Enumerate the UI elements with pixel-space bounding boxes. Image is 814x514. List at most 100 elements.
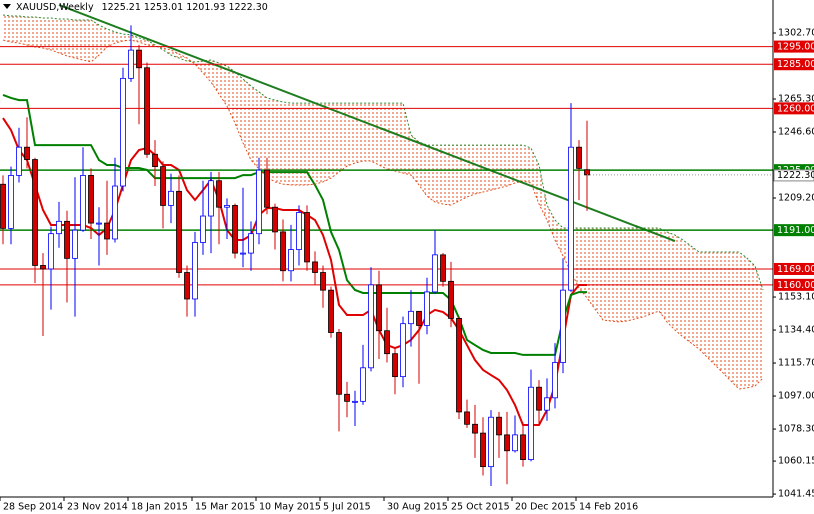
candle-body xyxy=(256,169,262,235)
level-label: 1260.00 xyxy=(777,103,814,114)
candle-body xyxy=(456,317,462,413)
candle-body xyxy=(472,423,478,434)
candle-body xyxy=(488,416,494,468)
candle-body xyxy=(216,180,222,208)
candle-body xyxy=(536,386,542,411)
candle-body xyxy=(352,400,358,403)
level-label-box xyxy=(774,40,814,53)
candle-body xyxy=(408,310,414,325)
candle-body xyxy=(40,265,46,270)
candle-body xyxy=(96,222,102,225)
last-price-box xyxy=(773,169,814,182)
candle-body xyxy=(184,272,190,300)
candle-body xyxy=(240,252,246,255)
level-label: 1169.00 xyxy=(777,264,814,275)
candle-body xyxy=(520,434,526,460)
indicator-line xyxy=(2,39,764,390)
candle-body xyxy=(304,212,310,263)
candle-body xyxy=(200,215,206,243)
candle-body xyxy=(80,175,86,231)
candle-body xyxy=(424,291,430,326)
x-tick-label: 30 Aug 2015 xyxy=(387,502,448,513)
candle-body xyxy=(368,284,374,369)
indicator-line xyxy=(2,117,587,426)
candle-body xyxy=(56,220,62,235)
candle-body xyxy=(176,190,182,273)
candle-body xyxy=(552,362,558,399)
candle-body xyxy=(192,242,198,300)
cloud xyxy=(3,15,763,389)
candle-body xyxy=(248,233,254,254)
x-tick-label: 25 Oct 2015 xyxy=(451,502,510,513)
candle-body xyxy=(432,254,438,293)
candle-body xyxy=(88,175,94,224)
level-label-box xyxy=(774,262,814,275)
x-tick-label: 28 Sep 2014 xyxy=(3,502,63,513)
level-label: 1191.00 xyxy=(777,225,814,236)
x-tick-label: 5 Jul 2015 xyxy=(323,502,371,513)
level-label-box xyxy=(774,102,814,115)
candle-body xyxy=(120,77,126,187)
candle-body xyxy=(144,67,150,155)
candle-body xyxy=(384,330,390,355)
y-tick-label: 1302.70 xyxy=(778,28,814,39)
candle-body xyxy=(160,166,166,206)
level-label-box xyxy=(774,278,814,291)
candle-body xyxy=(272,206,278,233)
level-label: 1160.00 xyxy=(777,280,814,291)
x-tick-label: 10 May 2015 xyxy=(259,502,321,513)
candle-body xyxy=(24,146,30,160)
candle-body xyxy=(496,416,502,436)
x-tick-label: 23 Nov 2014 xyxy=(67,502,128,513)
candle-body xyxy=(328,289,334,333)
y-tick-label: 1153.10 xyxy=(778,292,814,303)
candle-body xyxy=(336,332,342,395)
candle-body xyxy=(288,249,294,272)
candle-body xyxy=(504,434,510,452)
candle-body xyxy=(280,231,286,272)
y-tick-label: 1041.45 xyxy=(778,489,814,500)
menu-icon[interactable] xyxy=(3,4,11,9)
candle-body xyxy=(528,386,534,460)
x-tick-label: 20 Dec 2015 xyxy=(515,502,576,513)
y-tick-label: 1246.60 xyxy=(778,127,814,138)
candle-body xyxy=(136,49,142,69)
candle-body xyxy=(360,367,366,402)
candle-body xyxy=(296,212,302,250)
level-label-box xyxy=(774,58,814,71)
candle-body xyxy=(576,146,582,169)
level-label: 1295.00 xyxy=(777,42,814,53)
y-tick-label: 1265.30 xyxy=(778,94,814,105)
candle-body xyxy=(568,146,574,291)
candle-body xyxy=(104,222,110,240)
y-tick-label: 1078.30 xyxy=(778,424,814,435)
candle-body xyxy=(376,284,382,332)
candle-body xyxy=(512,434,518,452)
y-tick-label: 1115.70 xyxy=(778,358,814,369)
chart-header: XAUUSD,Weekly 1225.21 1253.01 1201.93 122… xyxy=(16,2,268,13)
level-label-box xyxy=(774,224,814,237)
candle-body xyxy=(112,185,118,240)
candle-body xyxy=(416,310,422,326)
candle-body xyxy=(168,190,174,206)
y-tick-label: 1097.00 xyxy=(778,391,814,402)
candle-body xyxy=(392,353,398,378)
candle-body xyxy=(72,229,78,259)
candle-body xyxy=(264,169,270,208)
candle-body xyxy=(400,323,406,378)
ohlc-text: 1225.21 1253.01 1201.93 1222.30 xyxy=(102,2,268,13)
candle-body xyxy=(320,272,326,291)
candle-body xyxy=(464,411,470,425)
level-label: 1285.00 xyxy=(777,59,814,70)
candle-body xyxy=(344,393,350,402)
candle-body xyxy=(32,159,38,266)
symbol: XAUUSD,Weekly xyxy=(16,2,94,13)
y-tick-label: 1209.20 xyxy=(778,193,814,204)
last-price-label: 1222.30 xyxy=(777,170,814,181)
candle-body xyxy=(208,180,214,217)
candle-body xyxy=(224,205,230,208)
candle-body xyxy=(48,233,54,270)
candle-body xyxy=(480,432,486,468)
plot-area xyxy=(0,4,773,487)
